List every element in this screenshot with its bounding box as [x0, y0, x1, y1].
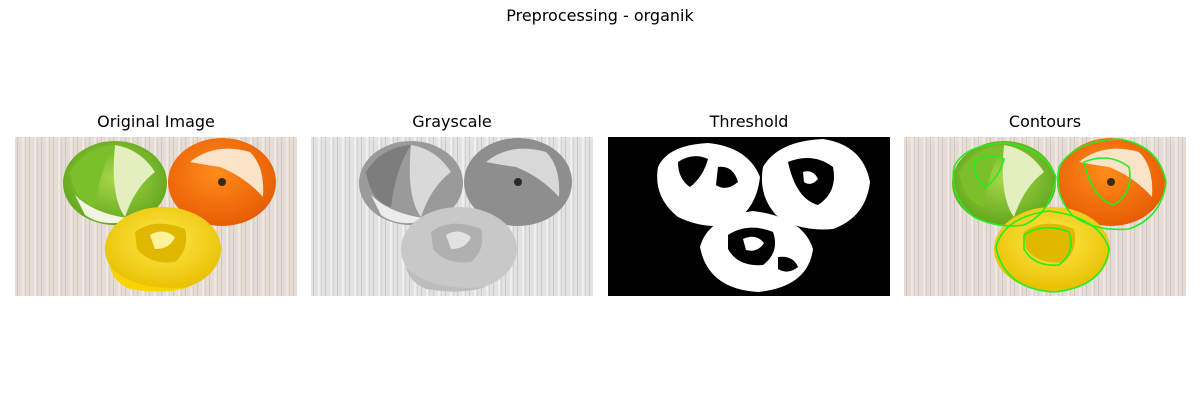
- figure-title: Preprocessing - organik: [506, 6, 694, 25]
- original-image: [15, 137, 297, 296]
- panel-original: Original Image: [15, 111, 297, 296]
- contours-image: [904, 137, 1186, 296]
- panel-contours: Contours: [904, 111, 1186, 296]
- panel-threshold: Threshold: [608, 111, 890, 296]
- grayscale-image: [311, 137, 593, 296]
- panel-title-original: Original Image: [97, 112, 215, 131]
- panel-title-contours: Contours: [1008, 112, 1082, 131]
- threshold-image: [608, 137, 890, 296]
- panel-grayscale: Grayscale: [311, 111, 593, 296]
- panel-title-threshold: Threshold: [709, 112, 789, 131]
- panel-title-grayscale: Grayscale: [412, 112, 492, 131]
